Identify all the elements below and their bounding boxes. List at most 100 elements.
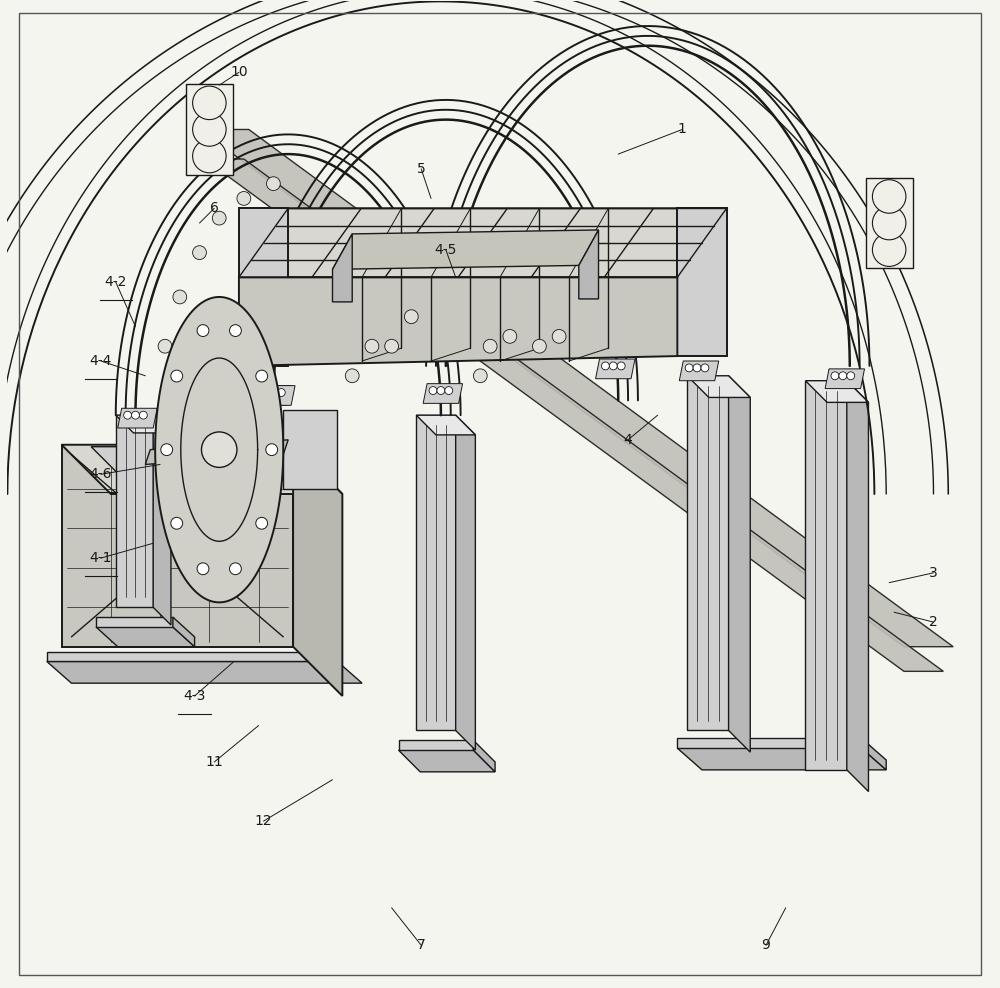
Circle shape bbox=[385, 339, 399, 353]
Polygon shape bbox=[118, 408, 157, 428]
Polygon shape bbox=[91, 447, 313, 476]
Circle shape bbox=[429, 386, 437, 394]
Polygon shape bbox=[333, 230, 599, 270]
Polygon shape bbox=[423, 383, 463, 403]
Circle shape bbox=[701, 364, 709, 371]
Polygon shape bbox=[847, 380, 868, 791]
Polygon shape bbox=[399, 740, 473, 750]
Polygon shape bbox=[173, 618, 195, 647]
Polygon shape bbox=[96, 618, 173, 627]
Circle shape bbox=[193, 86, 226, 120]
Polygon shape bbox=[596, 359, 635, 378]
Polygon shape bbox=[62, 445, 293, 647]
Circle shape bbox=[617, 362, 625, 370]
Circle shape bbox=[445, 386, 453, 394]
Circle shape bbox=[193, 113, 226, 146]
Polygon shape bbox=[204, 159, 943, 671]
Polygon shape bbox=[456, 415, 475, 750]
Circle shape bbox=[266, 444, 278, 455]
Circle shape bbox=[193, 139, 226, 173]
Polygon shape bbox=[239, 208, 727, 278]
Circle shape bbox=[267, 177, 280, 191]
Text: 4-5: 4-5 bbox=[435, 243, 457, 257]
Polygon shape bbox=[200, 385, 239, 447]
Polygon shape bbox=[473, 740, 495, 772]
Text: 1: 1 bbox=[678, 123, 687, 136]
Circle shape bbox=[847, 371, 855, 379]
Circle shape bbox=[872, 180, 906, 213]
Polygon shape bbox=[251, 385, 290, 405]
Circle shape bbox=[365, 339, 379, 353]
Circle shape bbox=[437, 386, 445, 394]
Polygon shape bbox=[62, 445, 342, 494]
Text: 3: 3 bbox=[929, 566, 938, 580]
Circle shape bbox=[262, 388, 269, 396]
Circle shape bbox=[132, 411, 139, 419]
Text: 4-3: 4-3 bbox=[183, 689, 206, 703]
Circle shape bbox=[230, 563, 241, 575]
Polygon shape bbox=[679, 361, 719, 380]
Circle shape bbox=[139, 411, 147, 419]
Circle shape bbox=[230, 325, 241, 337]
Circle shape bbox=[124, 411, 132, 419]
Text: 7: 7 bbox=[417, 939, 426, 952]
Circle shape bbox=[345, 369, 359, 382]
Circle shape bbox=[171, 518, 183, 530]
Text: 4-1: 4-1 bbox=[90, 551, 112, 565]
Text: 12: 12 bbox=[255, 814, 272, 828]
Circle shape bbox=[831, 371, 839, 379]
Circle shape bbox=[503, 329, 517, 343]
Circle shape bbox=[601, 362, 609, 370]
Circle shape bbox=[207, 349, 221, 363]
Polygon shape bbox=[186, 84, 233, 175]
Text: 2: 2 bbox=[929, 616, 938, 629]
Polygon shape bbox=[866, 178, 913, 269]
Circle shape bbox=[552, 329, 566, 343]
Circle shape bbox=[256, 370, 268, 382]
Circle shape bbox=[256, 518, 268, 530]
Polygon shape bbox=[579, 230, 599, 299]
Text: 5: 5 bbox=[417, 162, 426, 176]
Polygon shape bbox=[677, 208, 727, 356]
Circle shape bbox=[201, 432, 237, 467]
Polygon shape bbox=[825, 369, 865, 388]
Polygon shape bbox=[47, 662, 362, 683]
Polygon shape bbox=[256, 385, 295, 405]
Circle shape bbox=[161, 444, 173, 455]
Circle shape bbox=[872, 233, 906, 267]
Circle shape bbox=[171, 370, 183, 382]
Polygon shape bbox=[293, 445, 342, 696]
Text: 4-6: 4-6 bbox=[90, 467, 112, 481]
Circle shape bbox=[685, 364, 693, 371]
Polygon shape bbox=[155, 297, 283, 603]
Polygon shape bbox=[239, 208, 288, 366]
Text: 10: 10 bbox=[230, 65, 248, 79]
Circle shape bbox=[237, 192, 251, 206]
Polygon shape bbox=[116, 415, 153, 608]
Text: 4-2: 4-2 bbox=[105, 276, 127, 289]
Text: 11: 11 bbox=[205, 755, 223, 769]
Circle shape bbox=[173, 290, 187, 304]
Polygon shape bbox=[96, 627, 195, 647]
Polygon shape bbox=[687, 375, 729, 730]
Circle shape bbox=[693, 364, 701, 371]
Polygon shape bbox=[145, 440, 288, 464]
Polygon shape bbox=[283, 410, 337, 489]
Circle shape bbox=[872, 206, 906, 240]
Circle shape bbox=[212, 211, 226, 225]
Polygon shape bbox=[416, 415, 475, 435]
Text: 9: 9 bbox=[762, 939, 770, 952]
Circle shape bbox=[269, 388, 277, 396]
Circle shape bbox=[197, 563, 209, 575]
Polygon shape bbox=[333, 234, 352, 302]
Circle shape bbox=[257, 388, 265, 396]
Polygon shape bbox=[687, 375, 750, 397]
Polygon shape bbox=[116, 415, 171, 433]
Text: 6: 6 bbox=[210, 202, 219, 215]
Polygon shape bbox=[862, 738, 886, 770]
Polygon shape bbox=[200, 129, 953, 647]
Circle shape bbox=[483, 339, 497, 353]
Polygon shape bbox=[677, 748, 886, 770]
Text: 4: 4 bbox=[624, 433, 632, 447]
Circle shape bbox=[533, 339, 546, 353]
